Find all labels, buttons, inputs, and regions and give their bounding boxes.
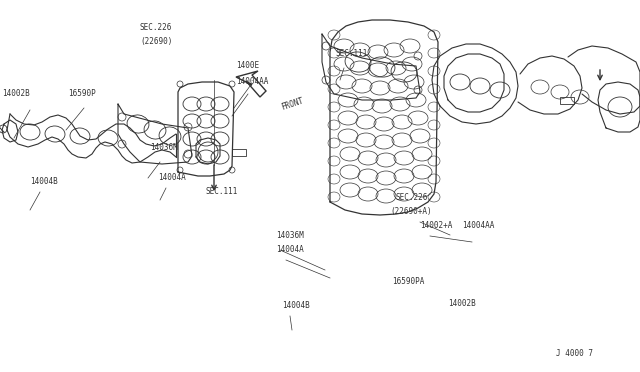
Text: 14036M: 14036M [150,143,178,152]
Text: 14004B: 14004B [30,177,58,186]
Text: (22690): (22690) [140,37,172,46]
Text: 1400E: 1400E [236,61,259,70]
Text: FRONT: FRONT [280,96,305,112]
Text: 14002B: 14002B [2,89,29,98]
Polygon shape [236,71,266,97]
Text: 14036M: 14036M [276,231,304,240]
Text: 14004B: 14004B [282,301,310,310]
Text: SEC.226: SEC.226 [140,23,172,32]
Bar [232,149,246,156]
Text: SEC.226: SEC.226 [396,193,428,202]
Text: (22690+A): (22690+A) [390,207,431,216]
Text: 14004A: 14004A [158,173,186,182]
Text: 16590P: 16590P [68,89,96,98]
Text: J 4000 7: J 4000 7 [556,349,593,358]
Text: 14002+A: 14002+A [420,221,452,230]
Text: 14004AA: 14004AA [236,77,268,86]
Text: SEC.111: SEC.111 [336,49,369,58]
Text: 14004AA: 14004AA [462,221,494,230]
Text: 14004A: 14004A [276,245,304,254]
Text: 14002B: 14002B [448,299,476,308]
Text: 16590PA: 16590PA [392,277,424,286]
Text: SEC.111: SEC.111 [206,187,238,196]
Bar [560,97,574,104]
